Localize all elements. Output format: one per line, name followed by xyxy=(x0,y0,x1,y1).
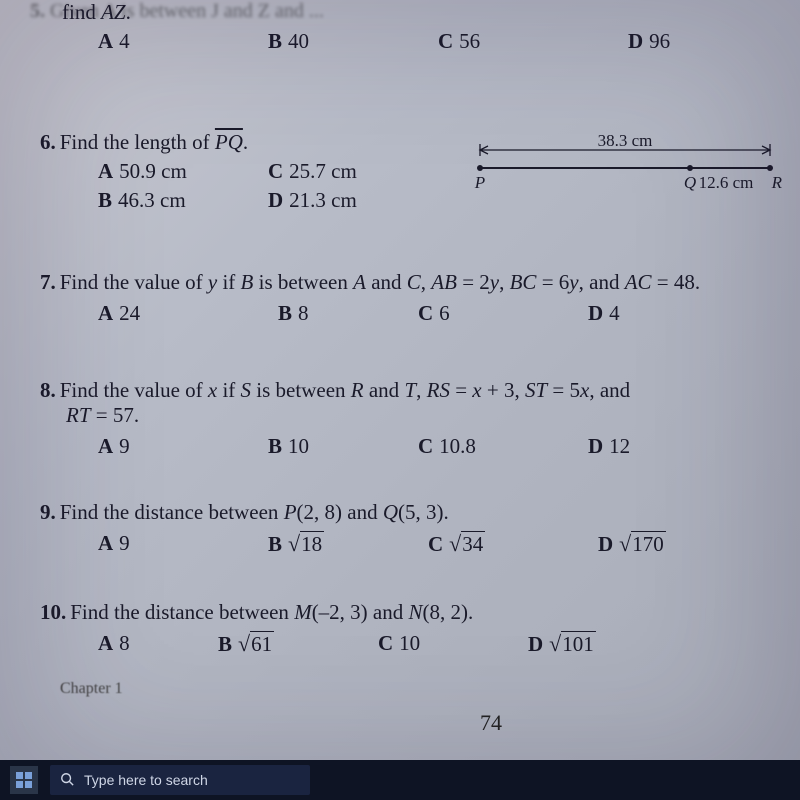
q10-choice-d: D√101 xyxy=(528,631,596,657)
q5-choice-c: C56 xyxy=(438,29,480,54)
q5-choice-a: A4 xyxy=(98,29,130,54)
worksheet-page: 5. Given A is between J and Z and ... fi… xyxy=(0,0,800,800)
svg-text:P: P xyxy=(474,173,485,192)
search-icon xyxy=(60,772,74,789)
q9-choice-c: C√34 xyxy=(428,531,485,557)
svg-text:Q: Q xyxy=(684,173,696,192)
q8-choice-b: B10 xyxy=(268,434,309,459)
q9-stem: Find the distance between P(2, 8) and Q(… xyxy=(60,500,449,524)
q6-diagram: 38.3 cm P Q R 12.6 cm xyxy=(460,130,790,200)
svg-text:R: R xyxy=(771,173,783,192)
question-8: 8. Find the value of x if S is between R… xyxy=(40,378,780,460)
q6-stem: Find the length of PQ. xyxy=(60,130,248,154)
q7-choice-a: A24 xyxy=(98,301,140,326)
q6-choice-b: B46.3 cm xyxy=(98,188,268,213)
windows-taskbar[interactable]: Type here to search xyxy=(0,760,800,800)
q10-stem: Find the distance between M(–2, 3) and N… xyxy=(70,600,473,624)
question-7: 7. Find the value of y if B is between A… xyxy=(40,270,780,327)
svg-text:12.6 cm: 12.6 cm xyxy=(699,173,754,192)
q8-choice-d: D12 xyxy=(588,434,630,459)
q9-choice-a: A9 xyxy=(98,531,130,556)
q8-num: 8. xyxy=(40,378,56,402)
question-5: find AZ. A4 B40 C56 D96 xyxy=(40,0,780,55)
q8-stem-1: Find the value of x if S is between R an… xyxy=(60,378,630,402)
taskbar-app-icon[interactable] xyxy=(10,766,38,794)
q6-choice-a: A50.9 cm xyxy=(98,159,268,184)
q9-choice-b: B√18 xyxy=(268,531,324,557)
q8-choice-c: C10.8 xyxy=(418,434,476,459)
chapter-label: Chapter 1 xyxy=(60,680,123,698)
q5-choice-b: B40 xyxy=(268,29,309,54)
q6-num: 6. xyxy=(40,130,56,154)
q5-choice-d: D96 xyxy=(628,29,670,54)
grid-icon xyxy=(16,772,32,788)
q7-choice-c: C6 xyxy=(418,301,450,326)
question-9: 9. Find the distance between P(2, 8) and… xyxy=(40,500,780,559)
q10-num: 10. xyxy=(40,600,66,624)
q6-choice-d: D21.3 cm xyxy=(268,188,357,213)
q9-choice-d: D√170 xyxy=(598,531,666,557)
taskbar-search[interactable]: Type here to search xyxy=(50,765,310,795)
page-number: 74 xyxy=(480,710,502,736)
q6-choice-c: C25.7 cm xyxy=(268,159,357,184)
q10-choice-a: A8 xyxy=(98,631,130,656)
q7-choice-d: D4 xyxy=(588,301,620,326)
q10-choice-b: B√61 xyxy=(218,631,274,657)
q7-choice-b: B8 xyxy=(278,301,309,326)
q7-stem: Find the value of y if B is between A an… xyxy=(60,270,700,294)
q8-stem-2: RT = 57. xyxy=(66,403,780,428)
search-placeholder: Type here to search xyxy=(84,772,208,788)
question-10: 10. Find the distance between M(–2, 3) a… xyxy=(40,600,780,659)
q7-num: 7. xyxy=(40,270,56,294)
q10-choice-c: C10 xyxy=(378,631,420,656)
svg-text:38.3 cm: 38.3 cm xyxy=(598,131,653,150)
question-5-find: find AZ. xyxy=(62,0,780,25)
q9-num: 9. xyxy=(40,500,56,524)
q8-choice-a: A9 xyxy=(98,434,130,459)
